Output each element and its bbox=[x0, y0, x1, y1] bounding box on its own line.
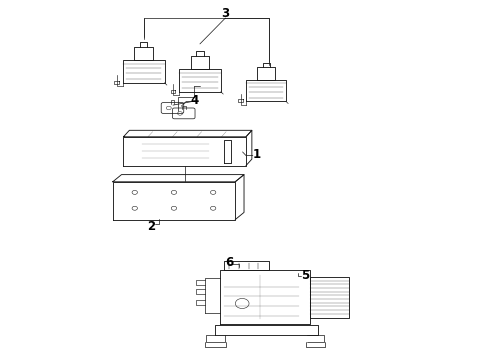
Text: 5: 5 bbox=[301, 269, 309, 282]
Text: 2: 2 bbox=[147, 220, 155, 233]
Text: 4: 4 bbox=[191, 94, 199, 107]
Text: 6: 6 bbox=[225, 256, 233, 269]
Text: 1: 1 bbox=[253, 148, 261, 161]
Text: 3: 3 bbox=[221, 7, 229, 20]
